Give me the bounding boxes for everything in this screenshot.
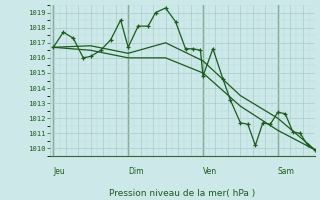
Text: Sam: Sam [278, 167, 295, 176]
Text: Ven: Ven [203, 167, 217, 176]
Text: Pression niveau de la mer( hPa ): Pression niveau de la mer( hPa ) [109, 189, 256, 198]
Text: Jeu: Jeu [53, 167, 65, 176]
Text: Dim: Dim [128, 167, 144, 176]
